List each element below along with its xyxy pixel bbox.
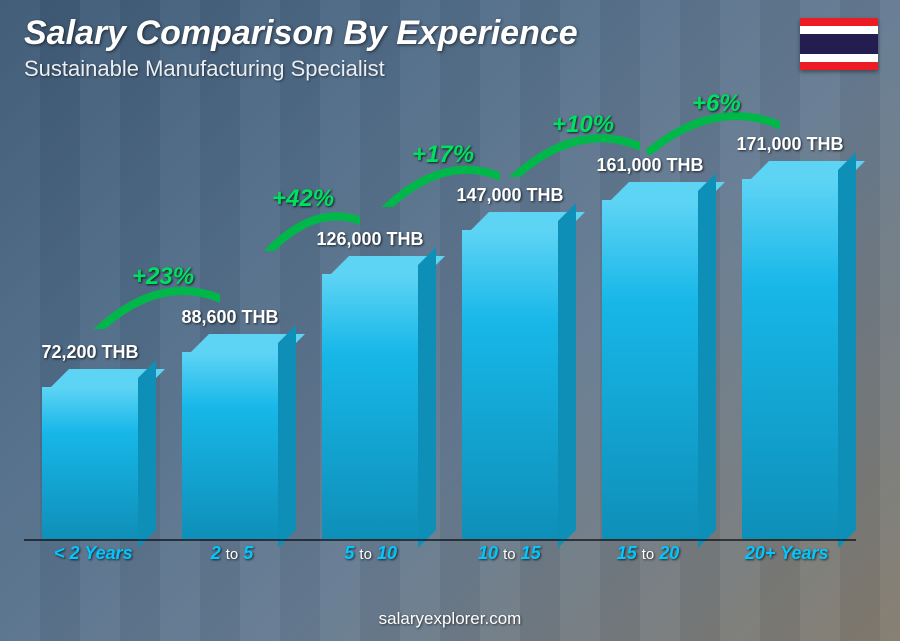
- bar-side-face: [838, 152, 856, 548]
- x-axis-label: 15 to 20: [579, 543, 718, 569]
- bar-front-face: [602, 200, 698, 539]
- flag-stripe: [800, 34, 878, 54]
- flag-stripe: [800, 18, 878, 26]
- x-axis-label: < 2 Years: [24, 543, 163, 569]
- bar-3d: [322, 256, 418, 539]
- bar-group: 126,000 THB: [304, 229, 436, 539]
- chart-title: Salary Comparison By Experience: [24, 14, 578, 53]
- bar-3d: [742, 161, 838, 539]
- bar-3d: [182, 334, 278, 539]
- bar-side-face: [698, 173, 716, 548]
- percent-increase-label: +17%: [412, 141, 474, 169]
- percent-increase-label: +42%: [272, 185, 334, 213]
- footer-credit: salaryexplorer.com: [0, 609, 900, 629]
- bar-value-label: 126,000 THB: [316, 229, 423, 250]
- bar-chart: 72,200 THB 88,600 THB 126,000 THB 147,000 T…: [24, 100, 856, 569]
- bar-value-label: 88,600 THB: [181, 307, 278, 328]
- chart-subtitle: Sustainable Manufacturing Specialist: [24, 56, 385, 82]
- x-axis-labels: < 2 Years2 to 55 to 1010 to 1515 to 2020…: [24, 543, 856, 569]
- bar-value-label: 147,000 THB: [456, 185, 563, 206]
- bar-3d: [42, 369, 138, 539]
- bar-side-face: [278, 325, 296, 548]
- bar-3d: [462, 212, 558, 539]
- x-axis-label: 10 to 15: [440, 543, 579, 569]
- bar-front-face: [742, 179, 838, 539]
- flag-stripe: [800, 62, 878, 70]
- x-axis-label: 2 to 5: [163, 543, 302, 569]
- bar-group: 72,200 THB: [24, 342, 156, 539]
- x-axis-label: 20+ Years: [717, 543, 856, 569]
- bar-front-face: [322, 274, 418, 539]
- x-axis-line: [24, 539, 856, 541]
- bar-value-label: 72,200 THB: [41, 342, 138, 363]
- flag-stripe: [800, 54, 878, 62]
- country-flag-thailand: [800, 18, 878, 70]
- bar-front-face: [462, 230, 558, 539]
- percent-increase-label: +23%: [132, 263, 194, 291]
- bar-group: 147,000 THB: [444, 185, 576, 539]
- bar-3d: [602, 182, 698, 539]
- bar-value-label: 161,000 THB: [596, 155, 703, 176]
- bar-side-face: [558, 203, 576, 548]
- bar-value-label: 171,000 THB: [736, 134, 843, 155]
- flag-stripe: [800, 26, 878, 34]
- bar-group: 161,000 THB: [584, 155, 716, 539]
- bar-side-face: [418, 247, 436, 548]
- percent-increase-label: +6%: [692, 90, 741, 118]
- infographic-canvas: Salary Comparison By Experience Sustaina…: [0, 0, 900, 641]
- bar-front-face: [42, 387, 138, 539]
- bar-side-face: [138, 360, 156, 548]
- bar-group: 171,000 THB: [724, 134, 856, 539]
- bar-group: 88,600 THB: [164, 307, 296, 539]
- percent-increase-label: +10%: [552, 111, 614, 139]
- bar-front-face: [182, 352, 278, 539]
- x-axis-label: 5 to 10: [301, 543, 440, 569]
